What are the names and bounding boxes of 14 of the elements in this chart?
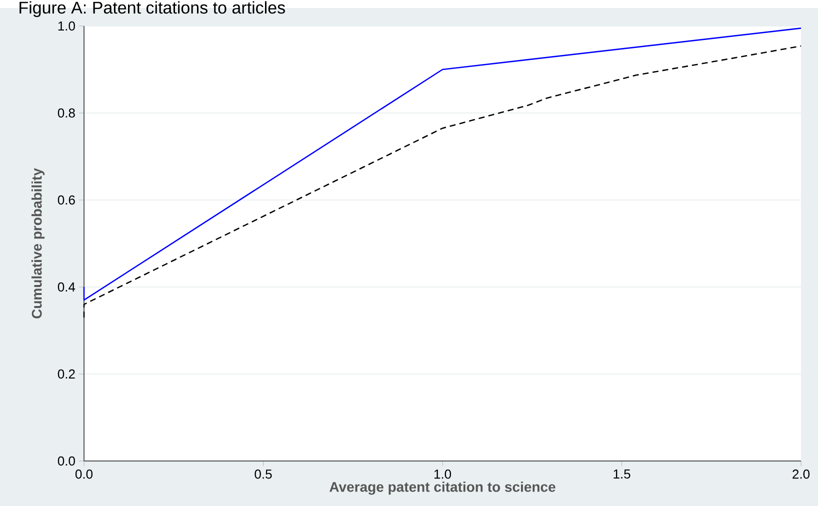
- y-tick-label: 0.8: [58, 108, 75, 118]
- y-tick-label: 0.6: [58, 195, 75, 205]
- y-axis-title: Cumulative probability: [31, 168, 45, 318]
- x-axis-title: Average patent citation to science: [330, 482, 556, 495]
- y-tick-label: 0.2: [58, 369, 75, 379]
- x-tick-label: 2.0: [792, 470, 810, 479]
- x-tick-label: 1.5: [614, 470, 630, 479]
- x-tick-label: 1.0: [434, 470, 452, 479]
- y-tick-label: 0.4: [58, 282, 76, 292]
- chart-title: Figure A: Patent citations to articles: [20, 1, 285, 18]
- x-tick-label: 0.0: [75, 470, 93, 479]
- y-tick-label: 0.0: [58, 456, 75, 466]
- x-tick-label: 0.5: [254, 470, 272, 479]
- y-tick-label: 1.0: [58, 21, 75, 31]
